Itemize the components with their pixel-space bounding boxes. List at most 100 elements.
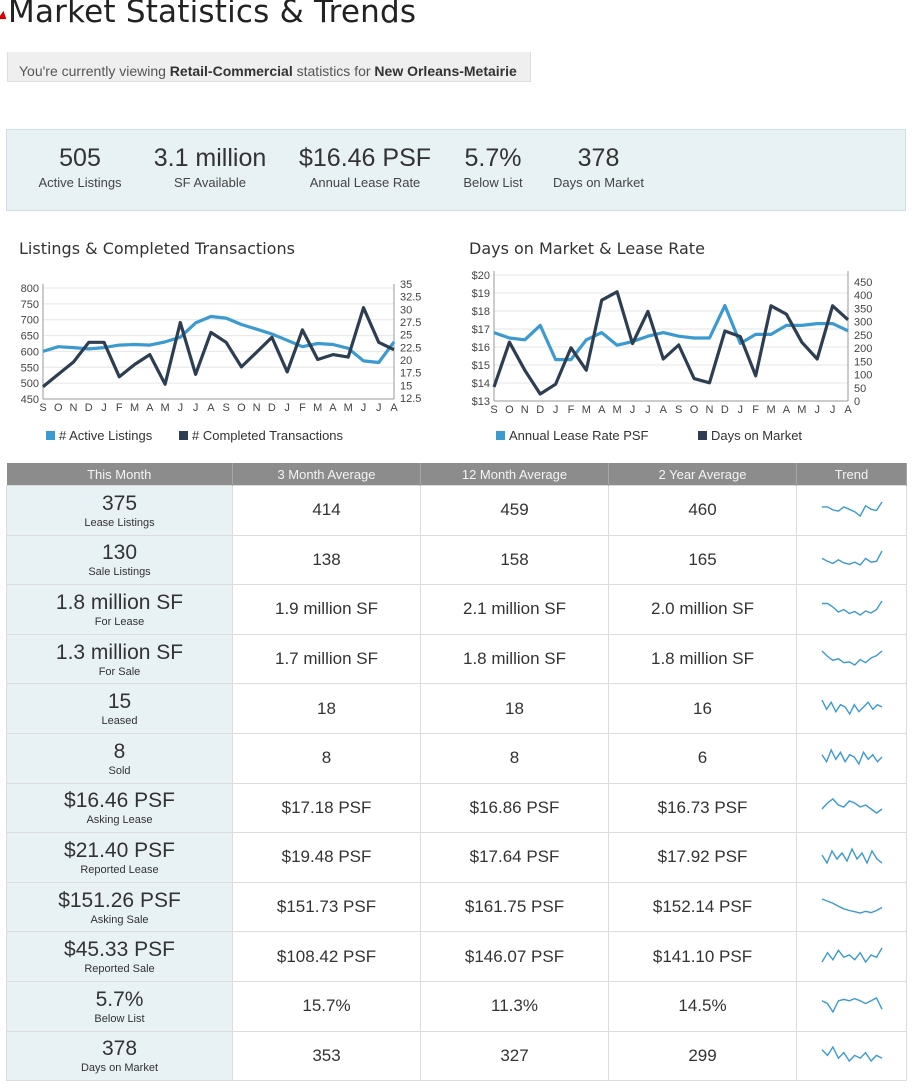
x-tick-label: O [690, 404, 699, 416]
two-year-average-cell: 16 [608, 683, 797, 734]
this-month-value: 1.8 million SF [55, 590, 184, 614]
table-row: $45.33 PSF Reported Sale $108.42 PSF $146.0… [6, 931, 907, 982]
trend-sparkline [820, 798, 882, 815]
trend-line [821, 501, 883, 517]
trend-sparkline [821, 996, 883, 1014]
trend-line [821, 897, 882, 914]
metric-label: Below List [94, 1012, 145, 1025]
legend-swatch [496, 431, 505, 440]
this-month-cell: $16.46 PSF Asking Lease [6, 782, 233, 834]
trend-line [821, 600, 883, 616]
this-month-cell: 378 Days on Market [6, 1030, 233, 1082]
twelve-month-average-cell: $146.07 PSF [420, 931, 609, 982]
trend-sparkline [821, 501, 883, 517]
this-month-cell: 8 Sold [6, 732, 233, 784]
y-right-tick-label: 17.5 [400, 368, 421, 380]
y-left-tick-label: $15 [472, 360, 490, 372]
trend-sparkline [821, 897, 882, 914]
y-right-tick-label: 0 [854, 396, 860, 408]
header-trend: Trend [796, 463, 907, 486]
this-month-value: 378 [101, 1037, 138, 1061]
two-year-average-cell: 299 [608, 1030, 797, 1082]
this-month-value: 5.7% [95, 987, 144, 1011]
y-left-tick-label: 600 [21, 346, 39, 358]
stat-label: Active Listings [38, 175, 122, 190]
stat-value: 5.7% [464, 144, 522, 172]
x-tick-label: A [598, 404, 606, 416]
y-right-tick-label: 30 [400, 304, 412, 316]
page-title: Market Statistics & Trends [8, 0, 417, 30]
this-month-value: 130 [101, 541, 138, 565]
trend-line [820, 748, 883, 766]
y-right-tick-label: 12.5 [400, 393, 421, 405]
legend-swatch [698, 431, 707, 440]
stat-days-on-market: 378 Days on Market [551, 144, 646, 190]
x-tick-label: A [329, 402, 337, 414]
metric-label: Asking Sale [90, 913, 149, 926]
stat-below-list: 5.7% Below List [458, 144, 528, 190]
x-tick-label: F [752, 404, 759, 416]
two-year-average-cell: $141.10 PSF [608, 931, 797, 982]
trend-line [820, 947, 883, 964]
y-right-tick-label: 22.5 [400, 342, 421, 354]
twelve-month-average-cell: 327 [420, 1030, 609, 1082]
x-tick-label: N [706, 404, 714, 416]
x-tick-label: D [268, 402, 276, 414]
x-tick-label: J [193, 402, 199, 414]
stat-label: Below List [463, 175, 523, 190]
y-right-tick-label: 150 [854, 356, 872, 368]
trend-sparkline [821, 600, 883, 616]
x-tick-label: M [344, 402, 353, 414]
x-tick-label: A [783, 404, 791, 416]
x-tick-label: A [660, 404, 668, 416]
chart-title-listings: Listings & Completed Transactions [19, 239, 295, 258]
series-line-1 [493, 303, 849, 362]
x-tick-label: N [521, 404, 529, 416]
trend-line [820, 798, 882, 815]
x-tick-label: M [161, 402, 170, 414]
y-right-tick-label: 25 [400, 330, 412, 342]
x-tick-label: M [130, 402, 139, 414]
x-tick-label: A [146, 402, 154, 414]
y-right-tick-label: 450 [854, 277, 872, 289]
x-tick-label: F [568, 404, 575, 416]
metric-label: Days on Market [80, 1062, 159, 1075]
three-month-average-cell: 8 [232, 732, 421, 784]
three-month-average-cell: 1.9 million SF [232, 584, 421, 635]
table-row: 1.8 million SF For Lease 1.9 million SF 2.1… [6, 584, 907, 635]
this-month-value: $45.33 PSF [64, 938, 175, 962]
x-tick-label: J [178, 402, 184, 414]
this-month-value: 1.3 million SF [55, 640, 184, 664]
x-tick-label: J [630, 404, 636, 416]
y-left-tick-label: 750 [21, 299, 39, 311]
x-tick-label: S [490, 404, 497, 416]
twelve-month-average-cell: 18 [420, 683, 609, 734]
listings-transactions-chart: 800 750 700 650 600 550 500 450 3532.53027.52522… [21, 279, 422, 414]
trend-line [820, 847, 882, 865]
header-2-year-average: 2 Year Average [608, 463, 797, 486]
y-right-tick-label: 15 [400, 380, 412, 392]
two-year-average-cell: $16.73 PSF [608, 782, 797, 834]
x-tick-label: A [844, 404, 852, 416]
metric-label: Asking Lease [86, 814, 153, 827]
table-row: 130 Sale Listings 138 158 165 [6, 534, 907, 586]
two-year-average-cell: $152.14 PSF [608, 881, 797, 933]
y-right-tick-label: 400 [854, 290, 872, 302]
trend-cell [796, 732, 907, 784]
two-year-average-cell: 14.5% [608, 980, 797, 1032]
y-right-tick-label: 50 [854, 383, 866, 395]
trend-sparkline [821, 1045, 882, 1063]
this-month-cell: $21.40 PSF Reported Lease [6, 832, 233, 883]
stat-value: 3.1 million [153, 144, 267, 172]
y-right-tick-label: 20 [400, 355, 412, 367]
x-tick-label: O [505, 404, 514, 416]
trend-sparkline [820, 947, 883, 964]
legend-label: # Completed Transactions [192, 428, 344, 443]
stat-sf-available: 3.1 million SF Available [150, 144, 270, 190]
twelve-month-average-cell: 8 [420, 732, 609, 784]
this-month-cell: 15 Leased [6, 683, 233, 734]
x-tick-label: N [253, 402, 261, 414]
twelve-month-average-cell: $161.75 PSF [420, 881, 609, 933]
three-month-average-cell: $151.73 PSF [232, 881, 421, 933]
metric-label: Reported Lease [80, 863, 159, 876]
